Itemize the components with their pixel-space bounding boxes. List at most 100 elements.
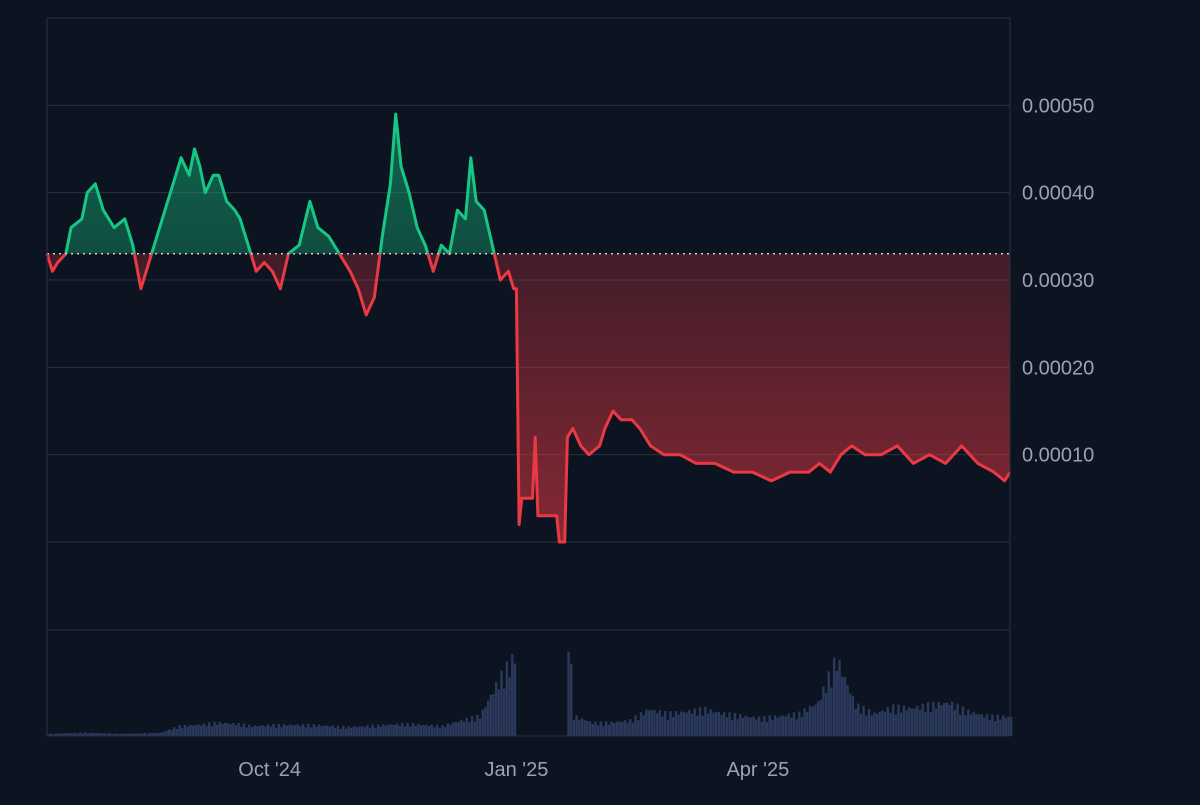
volume-bar [714, 711, 718, 736]
volume-bar [486, 700, 490, 736]
volume-bar [940, 705, 943, 736]
volume-bar [865, 715, 868, 736]
volume-bar [398, 725, 401, 736]
volume-bar [760, 721, 763, 736]
volume-bar [693, 708, 696, 736]
volume-bar [567, 651, 570, 736]
volume-bar [629, 719, 632, 736]
volume-bar [84, 732, 87, 736]
volume-bar [242, 723, 246, 736]
volume-bar [347, 726, 350, 736]
volume-bar [218, 721, 222, 736]
volume-bar [612, 723, 616, 736]
y-tick-label: 0.00050 [1022, 95, 1094, 117]
volume-bar [167, 729, 171, 736]
volume-bar [1004, 718, 1008, 736]
volume-bar [427, 726, 431, 736]
volume-bar [604, 721, 608, 736]
volume-bar [368, 727, 372, 736]
volume-bar [473, 721, 476, 736]
volume-bar [642, 715, 645, 736]
volume-bar [253, 725, 256, 736]
volume-bar [685, 712, 688, 736]
volume-bar [79, 732, 82, 736]
volume-bar [425, 724, 428, 736]
volume-bar [655, 713, 659, 736]
volume-bar [819, 699, 822, 736]
volume-bar [696, 715, 699, 736]
volume-bar [344, 728, 348, 736]
volume-bar [969, 714, 973, 736]
volume-bar [916, 705, 919, 736]
volume-bar [897, 704, 900, 736]
volume-bar [610, 721, 613, 736]
volume-bar [680, 711, 683, 736]
volume-bar [846, 684, 849, 736]
volume-bar [921, 703, 924, 736]
volume-bar [835, 670, 839, 736]
volume-bar [505, 661, 509, 736]
volume-bar [572, 719, 576, 736]
volume-bar [210, 726, 214, 736]
volume-bar [578, 719, 581, 736]
volume-bar [71, 733, 74, 736]
volume-bar [438, 728, 442, 736]
volume-bar [159, 732, 163, 736]
volume-bar [108, 733, 112, 736]
volume-bar [991, 714, 994, 736]
volume-bar [328, 726, 332, 736]
volume-bar [731, 720, 734, 736]
volume-bar [948, 704, 951, 736]
volume-bar [248, 724, 251, 736]
volume-bar [119, 733, 122, 736]
volume-bar [114, 733, 117, 736]
volume-bar [763, 716, 766, 736]
volume-bar [154, 732, 157, 736]
volume-bar [55, 733, 58, 736]
volume-bar [148, 732, 152, 736]
volume-bar [626, 722, 629, 736]
volume-bar [851, 696, 855, 736]
volume-bar [417, 724, 420, 736]
volume-bar [73, 732, 77, 736]
x-axis-labels: Oct '24 Jan '25 Apr '25 [238, 759, 789, 781]
volume-bar [663, 710, 667, 736]
volume-bar [151, 733, 154, 736]
volume-bar [1001, 715, 1005, 736]
volume-bar [728, 712, 731, 736]
volume-bar [765, 722, 769, 736]
volume-bar [457, 721, 460, 736]
volume-bar [275, 727, 278, 736]
volume-bar [293, 725, 297, 736]
volume-bar [315, 726, 318, 736]
volume-bar [838, 659, 841, 736]
volume-bar [894, 714, 898, 736]
volume-bar [207, 722, 211, 736]
volume-bar [924, 712, 927, 736]
volume-bar [929, 712, 932, 736]
volume-bar [688, 710, 691, 736]
volume-bar [747, 717, 750, 736]
volume-bar [596, 725, 600, 736]
volume-bar [792, 712, 796, 736]
volume-bar [465, 717, 468, 736]
volume-bar [827, 671, 830, 736]
volume-bar [470, 716, 474, 736]
price-area [47, 114, 1010, 542]
volume-bar [258, 725, 262, 736]
volume-bar [800, 716, 804, 736]
volume-bar [352, 726, 356, 736]
volume-bar [476, 714, 479, 736]
volume-bar [336, 725, 340, 736]
volume-bar [932, 701, 935, 736]
volume-bar [87, 733, 90, 736]
x-tick-label: Oct '24 [238, 759, 301, 781]
volume-bar [173, 727, 176, 736]
volume-bar [658, 710, 661, 736]
volume-bar [741, 717, 745, 736]
volume-bar [449, 724, 452, 736]
volume-bar [784, 716, 788, 736]
volume-bar [320, 726, 323, 736]
